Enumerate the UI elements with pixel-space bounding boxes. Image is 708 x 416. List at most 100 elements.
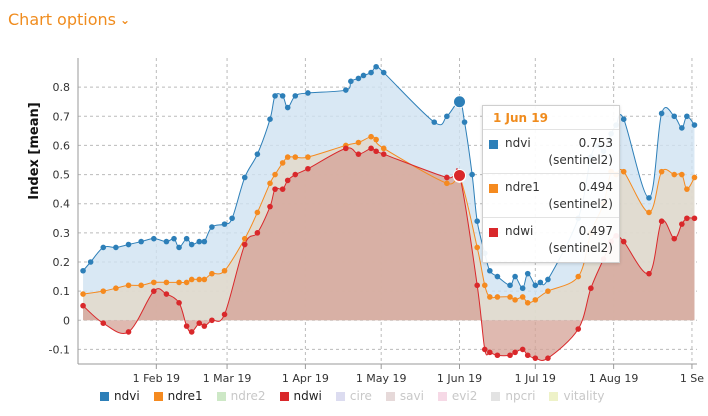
tooltip-swatch: [489, 140, 498, 149]
legend-item-ndre2[interactable]: ndre2: [216, 389, 266, 403]
ndre1-point: [658, 168, 665, 175]
ndwi-point: [188, 329, 195, 335]
ndre1-point: [163, 279, 170, 286]
legend-item-evi2[interactable]: evi2: [437, 389, 477, 403]
chart-options-toggle[interactable]: Chart options ⌄: [8, 10, 130, 29]
ndvi-point: [461, 119, 468, 125]
y-tick-label: 0.8: [53, 81, 71, 94]
ndvi-point: [532, 282, 539, 289]
ndvi-point: [113, 244, 119, 251]
legend-label: ndvi: [114, 389, 140, 403]
ndre1-point: [679, 171, 685, 178]
ndwi-point: [150, 288, 157, 294]
ndre1-point: [100, 288, 107, 294]
legend-swatch: [549, 391, 559, 401]
ndvi-point: [355, 75, 362, 82]
legend-label: ndre2: [230, 389, 266, 403]
x-tick-label: 1 Jul 19: [515, 372, 556, 385]
ndre1-point: [292, 154, 299, 160]
ndre1-point: [113, 285, 119, 292]
tooltip-series-name: ndwi: [505, 224, 534, 238]
ndwi-point: [125, 329, 132, 335]
ndvi-point: [380, 69, 387, 76]
ndvi-point: [267, 116, 273, 122]
ndre1-point: [524, 300, 531, 306]
ndre1-point: [254, 209, 261, 216]
y-tick-label: 0.5: [53, 169, 71, 182]
ndre1-point: [691, 174, 698, 181]
ndre1-point: [512, 297, 518, 303]
legend-label: ndre1: [167, 389, 203, 403]
ndvi-point: [201, 238, 208, 245]
ndwi-point: [671, 235, 678, 242]
ndre1-point: [444, 180, 450, 187]
ndwi-point: [292, 171, 299, 178]
legend-item-ndre1[interactable]: ndre1: [153, 389, 203, 403]
ndwi-point: [620, 238, 627, 245]
ndvi-point: [196, 238, 203, 245]
y-tick-label: 0.3: [53, 227, 71, 240]
legend-item-ndvi[interactable]: ndvi: [100, 389, 140, 403]
ndwi-point: [487, 349, 493, 356]
ndre1-point: [545, 288, 551, 294]
chart-options-label: Chart options: [8, 10, 116, 29]
tooltip-swatch: [489, 228, 498, 237]
tooltip-row-ndwi: ndwi 0.497 (sentinel2): [483, 218, 619, 261]
ndwi-point: [196, 320, 203, 327]
legend-item-ndwi[interactable]: ndwi: [279, 389, 322, 403]
ndwi-point: [163, 291, 170, 297]
ndwi-point: [444, 174, 450, 181]
legend-item-savi[interactable]: savi: [385, 389, 424, 403]
ndvi-point: [188, 241, 195, 248]
ndre1-point: [201, 276, 208, 283]
ndvi-point: [163, 238, 170, 245]
ndvi-point: [305, 90, 311, 96]
legend-swatch: [153, 391, 163, 401]
ndvi-point: [150, 235, 157, 242]
ndre1-point: [487, 294, 493, 300]
ndvi-point: [524, 270, 531, 277]
legend-swatch: [335, 391, 345, 401]
ndre1-point: [138, 282, 144, 289]
ndvi-highlight-point: [453, 95, 467, 109]
ndvi-point: [671, 113, 678, 120]
legend-swatch: [385, 391, 395, 401]
ndvi-point: [279, 93, 286, 99]
ndvi-point: [691, 122, 698, 128]
ndvi-point: [176, 244, 182, 251]
legend-item-vitality[interactable]: vitality: [549, 389, 604, 403]
ndre1-point: [188, 276, 195, 283]
legend-item-cire[interactable]: cire: [335, 389, 372, 403]
legend-item-npcri[interactable]: npcri: [491, 389, 535, 403]
ndre1-point: [519, 294, 526, 300]
ndwi-point: [183, 323, 190, 329]
y-tick-label: 0.4: [53, 198, 71, 211]
ndvi-point: [512, 273, 518, 280]
ndwi-point: [267, 203, 273, 210]
ndwi-point: [272, 186, 278, 192]
ndvi-point: [100, 244, 107, 251]
x-tick-label: 1 Mar 19: [203, 372, 252, 385]
ndre1-point: [671, 171, 678, 178]
ndre1-point: [575, 273, 582, 280]
ndwi-point: [343, 145, 349, 152]
ndvi-point: [684, 113, 690, 120]
ndvi-point: [183, 235, 190, 242]
ndvi-point: [620, 116, 627, 122]
ndwi-point: [646, 270, 652, 277]
ndwi-point: [545, 355, 551, 361]
ndvi-point: [348, 78, 354, 85]
ndwi-point: [241, 241, 248, 248]
ndre1-point: [183, 279, 190, 286]
ndre1-point: [532, 297, 539, 303]
x-tick-label: 1 Apr 19: [282, 372, 329, 385]
legend-label: savi: [399, 389, 424, 403]
ndwi-point: [254, 230, 261, 236]
ndvi-point: [519, 285, 526, 292]
ndvi-point: [138, 238, 144, 245]
ndvi-point: [284, 104, 291, 111]
ndre1-point: [241, 235, 248, 242]
ndvi-point: [272, 93, 278, 99]
ndre1-point: [150, 279, 157, 286]
ndwi-point: [100, 320, 107, 327]
